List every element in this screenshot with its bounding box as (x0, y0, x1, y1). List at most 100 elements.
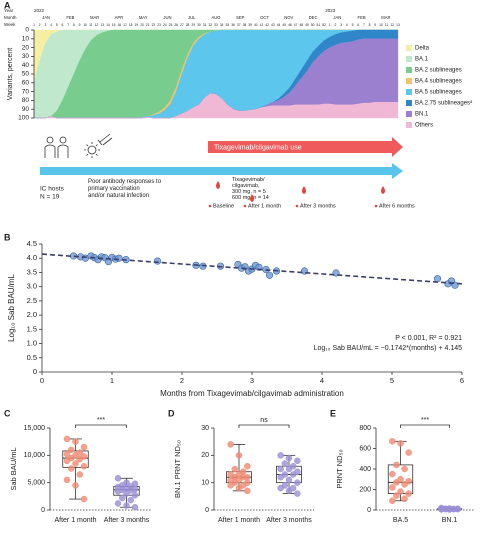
week-label: 51 (317, 23, 321, 27)
point (80, 495, 88, 503)
point (277, 484, 284, 492)
point (227, 482, 234, 489)
point (80, 463, 88, 470)
week-label: 21 (146, 23, 150, 27)
x-tick-label: BN.1 (442, 517, 458, 524)
month-label: NOV (284, 15, 293, 20)
point (446, 506, 453, 513)
point (277, 452, 284, 459)
point (265, 271, 274, 279)
month-label: JUL (188, 15, 196, 20)
background-line: primary vaccination (88, 186, 140, 192)
point (63, 450, 71, 458)
x-tick-label: 0 (40, 376, 44, 385)
point (115, 254, 123, 262)
x-tick-label: After 1 month (218, 517, 260, 524)
legend-label: BA.5 sublineages (415, 90, 462, 96)
year-label: 2023 (325, 8, 336, 13)
week-label: 48 (299, 23, 303, 27)
point (127, 496, 134, 504)
week-label: 2 (335, 23, 337, 27)
point (80, 443, 88, 451)
y-tick-label: 70 (22, 88, 30, 95)
point (289, 471, 297, 478)
x-tick-label: After 3 months (266, 517, 312, 524)
point (131, 491, 139, 499)
y-tick-label: 5,000 (27, 480, 45, 487)
virus-icon (84, 133, 113, 158)
week-label: 8 (73, 23, 75, 27)
y-tick-label: 20 (201, 452, 209, 459)
legend-label: BN.1 (415, 112, 429, 118)
point (76, 455, 83, 463)
week-label: 3 (340, 23, 342, 27)
header-row-label: Year (4, 8, 14, 13)
x-tick-label: BA.5 (393, 517, 408, 524)
background-line: Poor antibody responses to (88, 179, 162, 185)
y-axis-label: BN.1 PRNT ND₅₀ (173, 440, 182, 498)
week-label: 28 (186, 23, 190, 27)
timepoint-label: After 6 months (379, 203, 415, 209)
dosing-line: cilgavimab, (232, 183, 260, 189)
timepoint-label: After 1 month (248, 203, 281, 209)
x-tick-label: 6 (460, 376, 464, 385)
host-label: IC hosts (40, 186, 65, 193)
y-tick-label: 3.0 (27, 282, 37, 291)
point (68, 465, 75, 472)
point (405, 490, 412, 497)
y-tick-label: 100 (18, 115, 29, 122)
week-label: 7 (363, 23, 365, 27)
week-label: 3 (44, 23, 46, 27)
timeline-arrow-head (392, 163, 403, 179)
week-label: 31 (203, 23, 207, 27)
y-tick-label: 30 (201, 425, 209, 432)
point (131, 504, 139, 511)
header-row-label: Month (4, 15, 17, 20)
week-label: 22 (152, 23, 156, 27)
point (401, 465, 408, 473)
week-label: 42 (265, 23, 269, 27)
week-label: 5 (352, 23, 354, 27)
legend-label: BA.2.75 sublineagesᵃ (415, 101, 473, 107)
week-label: 10 (83, 23, 87, 27)
y-tick-label: 0 (41, 507, 45, 514)
week-label: 5 (56, 23, 58, 27)
point (72, 438, 79, 445)
week-label: 16 (117, 23, 121, 27)
x-axis-label: Months from Tixagevimab/cilgavimab admin… (160, 389, 344, 398)
y-axis-label: Variants, percent (7, 48, 14, 100)
background-line: and/or natural infection (88, 193, 149, 199)
significance-label: ns (260, 417, 268, 424)
y-tick-label: 3.5 (27, 267, 37, 276)
legend-swatch (406, 78, 412, 84)
point (389, 497, 396, 505)
week-label: 12 (95, 23, 99, 27)
month-label: JAN (333, 15, 341, 20)
y-tick-label: 40 (22, 62, 30, 69)
panel-label: B (4, 232, 11, 242)
point (285, 487, 293, 495)
week-label: 17 (123, 23, 127, 27)
week-label: 36 (231, 23, 235, 27)
x-tick-label: 2 (180, 376, 184, 385)
point (277, 465, 284, 473)
y-tick-label: 20 (22, 44, 30, 51)
y-tick-label: 30 (22, 53, 30, 60)
significance-label: *** (97, 417, 105, 424)
y-tick-label: 90 (22, 106, 30, 113)
week-label: 11 (89, 23, 93, 27)
point (123, 502, 130, 509)
legend-swatch (406, 122, 412, 128)
week-label: 29 (191, 23, 195, 27)
week-label: 2 (39, 23, 41, 27)
week-label: 12 (390, 23, 394, 27)
week-label: 20 (140, 23, 144, 27)
y-axis-label: Log₁₀ Sab BAU/mL (7, 274, 16, 342)
y-tick-label: 4.0 (27, 253, 37, 262)
significance-bracket (400, 424, 450, 428)
point (285, 465, 293, 473)
week-label: 52 (322, 23, 326, 27)
y-tick-label: 400 (359, 466, 371, 473)
point (63, 435, 71, 443)
